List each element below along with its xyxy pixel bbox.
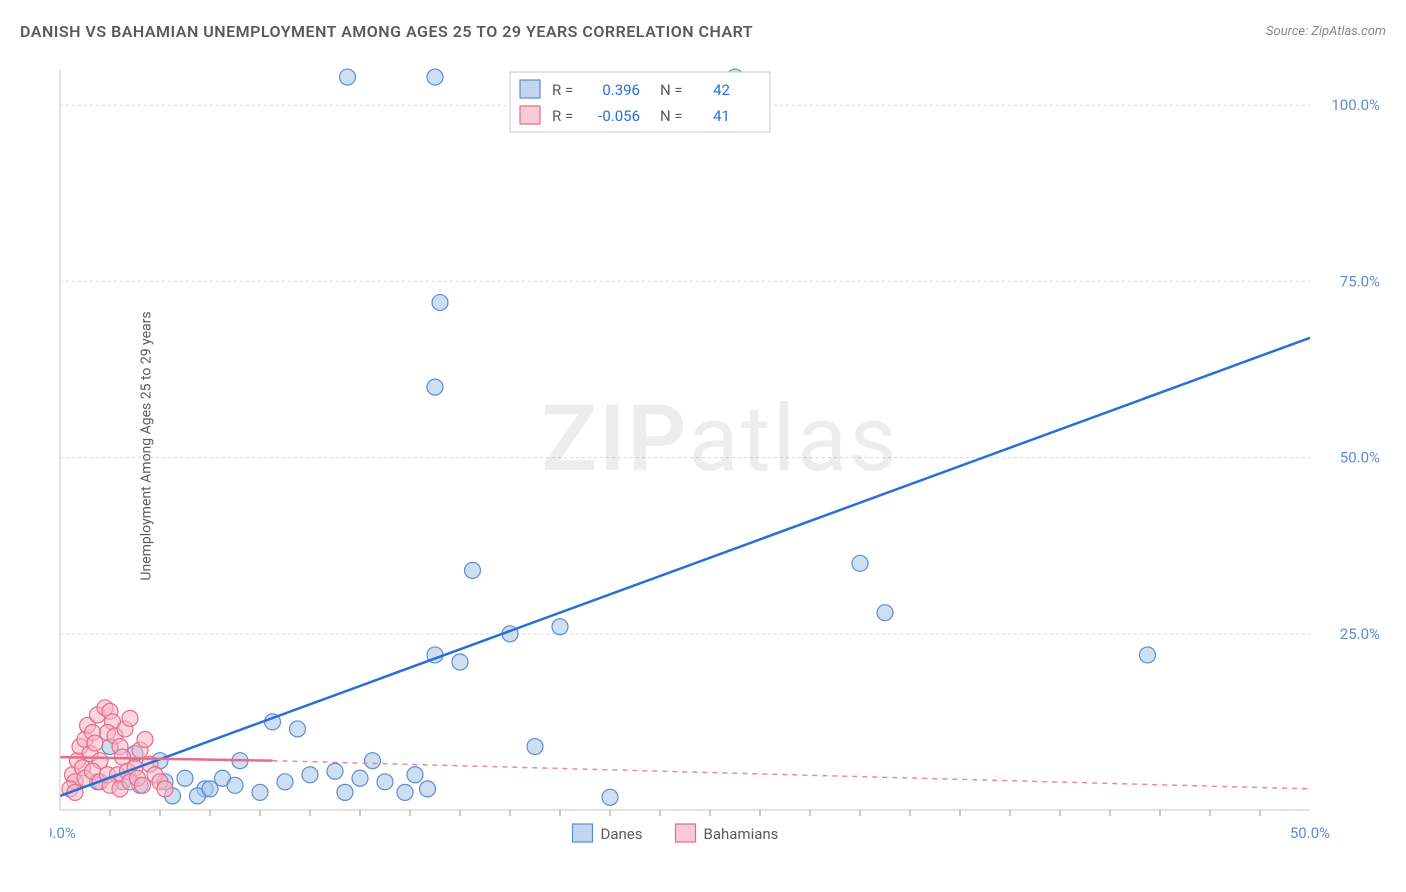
data-point [365,753,381,769]
data-point [137,732,153,748]
data-point [427,379,443,395]
data-point [340,69,356,85]
legend-label: Bahamians [704,825,779,843]
data-point [202,781,218,797]
stats-text: 0.396 [602,81,640,99]
stats-text: N = [660,81,683,99]
scatter-chart: 25.0% 50.0% 75.0% 100.0% ZIPatlas 0.0% 50.0%… [50,60,1390,860]
data-point [420,781,436,797]
data-point [427,69,443,85]
chart-title: DANISH VS BAHAMIAN UNEMPLOYMENT AMONG AG… [20,22,753,41]
legend-swatch [676,824,696,842]
data-point [432,295,448,311]
data-point [337,784,353,800]
stats-text: 42 [713,81,730,99]
y-tick-label: 25.0% [1340,625,1380,643]
data-point [397,784,413,800]
x-tick-label: 0.0% [50,824,76,842]
data-point [252,784,268,800]
data-point [877,605,893,621]
stats-box [510,72,770,132]
watermark: ZIPatlas [541,386,898,493]
y-tick-label: 100.0% [1331,96,1380,114]
legend-label: Danes [601,825,643,843]
legend-swatch [520,106,540,124]
data-point [852,555,868,571]
data-point [465,562,481,578]
data-point [602,789,618,805]
y-tick-label: 75.0% [1340,272,1380,290]
data-point [407,767,423,783]
y-tick-label: 50.0% [1340,449,1380,467]
data-point [377,774,393,790]
x-tick-label: 50.0% [1290,824,1330,842]
data-point [552,619,568,635]
stats-text: -0.056 [598,107,640,125]
stats-text: 41 [713,107,730,125]
source-attribution: Source: ZipAtlas.com [1266,24,1386,39]
data-point [1140,647,1156,663]
legend-swatch [573,824,593,842]
data-point [227,777,243,793]
data-point [452,654,468,670]
stats-text: R = [552,81,573,99]
data-point [277,774,293,790]
data-point [177,770,193,786]
legend-swatch [520,80,540,98]
data-point [157,781,173,797]
data-point [122,710,138,726]
data-point [302,767,318,783]
data-point [290,721,306,737]
data-point [352,770,368,786]
data-point [527,739,543,755]
stats-text: N = [660,107,683,125]
stats-text: R = [552,107,573,125]
data-point [327,763,343,779]
